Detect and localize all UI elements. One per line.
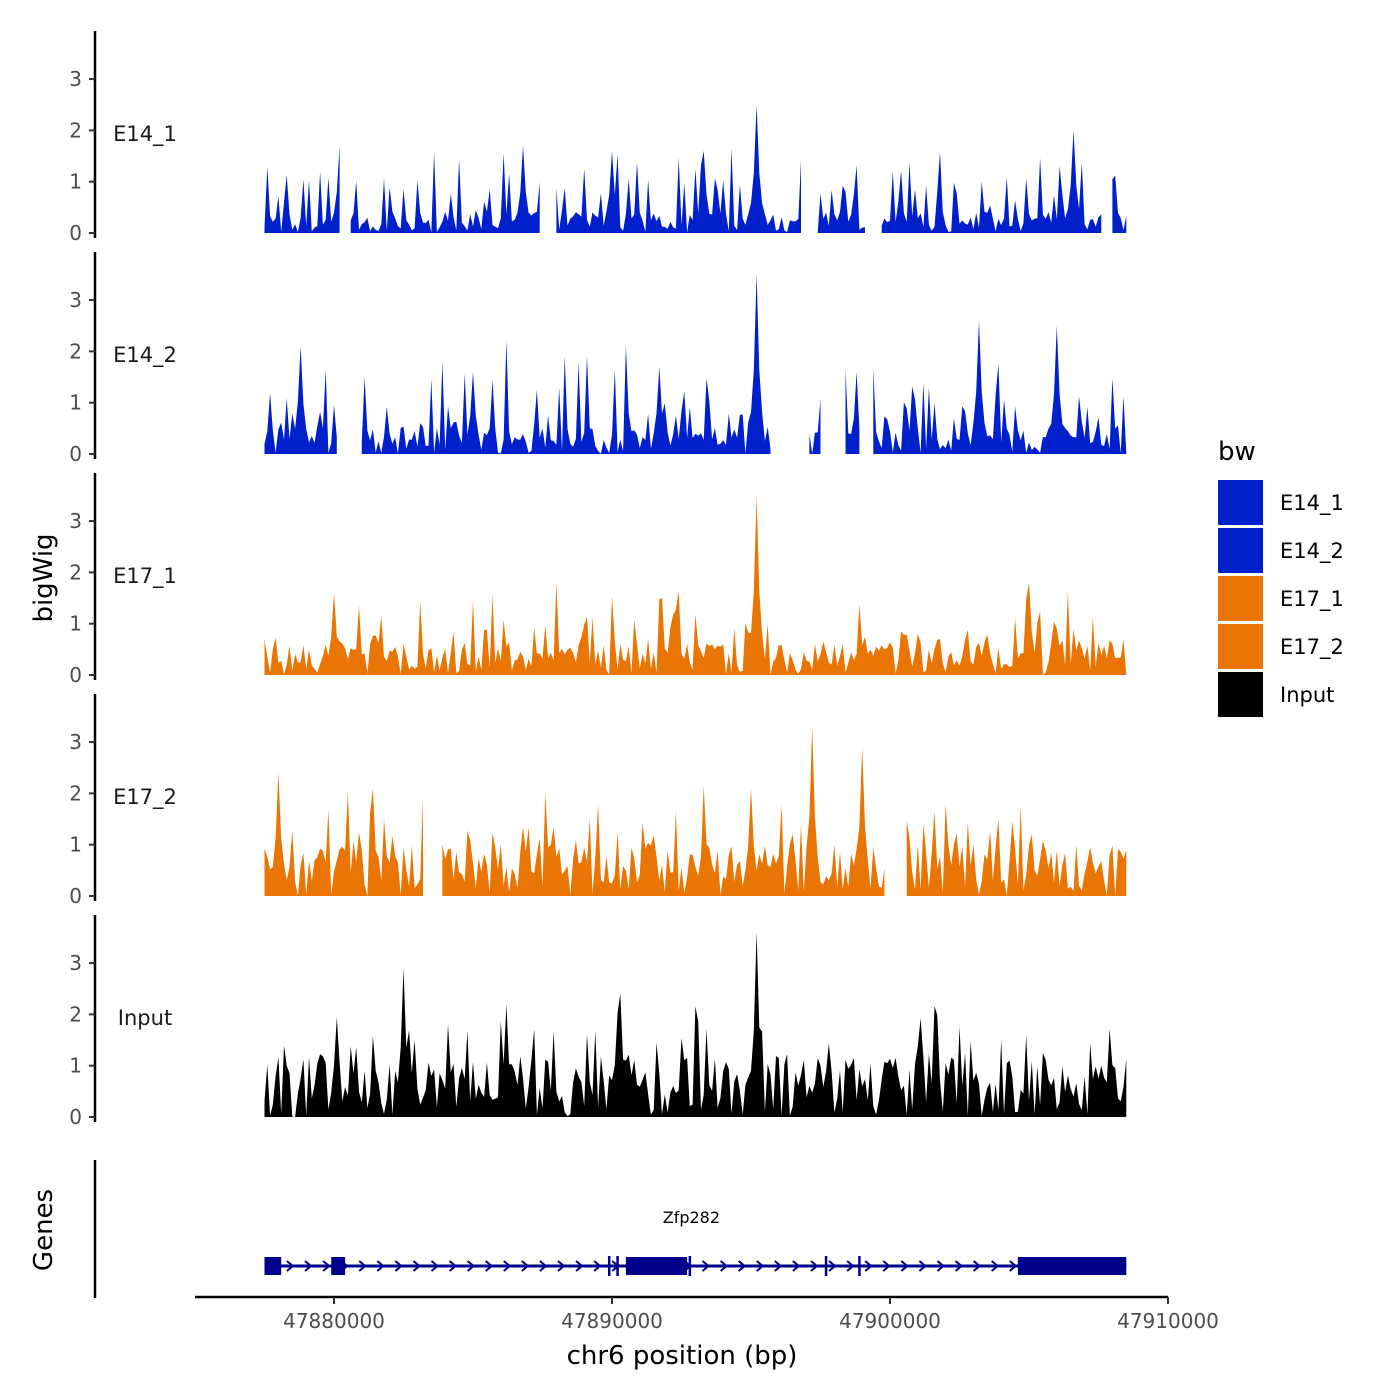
track-panel-e17_1: 0 1 2 3 E17_1 [69,473,1127,687]
gene-exon [625,1257,688,1275]
strand-arrow [918,1260,927,1272]
track-label-e17_2: E17_2 [113,785,177,810]
track-label-e14_2: E14_2 [113,343,177,368]
y-tick-label: 1 [69,391,82,415]
legend-key-input [1218,672,1263,717]
y-axis-title: bigWig [29,533,59,622]
signal-area-e14_2 [264,274,1127,454]
y-tick-label: 0 [69,884,82,908]
genes-axis-title: Genes [29,1189,59,1271]
signal-area-e14_1 [264,104,1127,233]
legend-title: bw [1218,437,1256,467]
x-axis: 47880000 47890000 47900000 47910000 [195,1295,1219,1333]
legend-label-e14_2: E14_2 [1280,539,1344,564]
strand-arrow [539,1260,548,1272]
strand-arrow [448,1260,458,1272]
signal-area-e17_1 [264,495,1127,675]
track-label-input: Input [118,1006,172,1030]
signal-area-e17_2 [264,726,1127,896]
strand-arrow [990,1260,1000,1272]
y-tick-label: 3 [69,509,82,533]
gene-exon [264,1257,282,1275]
strand-arrow [286,1260,295,1272]
gene-name-label: Zfp282 [663,1208,720,1227]
strand-arrow [394,1260,403,1272]
legend-key-e17_1 [1218,576,1263,621]
track-label-e17_1: E17_1 [113,564,177,589]
strand-arrow [575,1260,584,1272]
strand-arrow [864,1260,873,1272]
y-tick-label: 3 [69,288,82,312]
legend-label-e14_1: E14_1 [1280,491,1344,516]
y-tick-label: 1 [69,170,82,194]
x-tick-label: 47900000 [839,1309,941,1333]
y-tick-label: 0 [69,221,82,245]
y-tick-label: 2 [69,560,82,584]
strand-arrow [738,1260,747,1272]
strand-arrow [828,1260,837,1272]
strand-arrow [466,1260,476,1272]
y-tick-label: 2 [69,781,82,805]
y-tick-label: 0 [69,442,82,466]
y-tick-label: 2 [69,339,82,363]
track-panel-input: 0 1 2 3 Input [69,915,1127,1129]
strand-arrow [557,1260,566,1272]
track-panels: 0 1 2 3 E14_1 0 1 2 3 E14_2 0 1 2 3 E17_1 0 1 2 3 E17_2 0 1 2 3… [69,31,1127,1129]
legend: bw E14_1 E14_2 E17_1 E17_2 Input [1218,437,1344,717]
y-tick-label: 1 [69,833,82,857]
legend-label-e17_1: E17_1 [1280,587,1344,612]
x-tick-label: 47910000 [1117,1309,1219,1333]
track-panel-e14_1: 0 1 2 3 E14_1 [69,31,1127,245]
x-axis-title: chr6 position (bp) [567,1341,798,1371]
strand-arrow [846,1260,855,1272]
strand-arrow [430,1260,440,1272]
legend-key-e17_2 [1218,624,1263,669]
legend-label-e17_2: E17_2 [1280,635,1344,660]
legend-key-e14_1 [1218,480,1263,525]
strand-arrow [882,1260,891,1272]
y-tick-label: 1 [69,1054,82,1078]
y-tick-label: 0 [69,1105,82,1129]
strand-arrow [701,1260,711,1272]
strand-arrow [792,1260,801,1272]
strand-arrow [900,1260,909,1272]
genes-panel: Zfp282 [93,1160,1127,1298]
strand-arrow [593,1260,602,1272]
legend-label-input: Input [1280,683,1334,707]
strand-arrow [485,1260,494,1272]
track-panel-e14_2: 0 1 2 3 E14_2 [69,252,1127,466]
track-label-e14_1: E14_1 [113,122,177,147]
y-tick-label: 1 [69,612,82,636]
strand-arrow [719,1260,729,1272]
signal-area-input [264,932,1127,1117]
strand-arrow [304,1260,313,1272]
track-panel-e17_2: 0 1 2 3 E17_2 [69,694,1127,908]
strand-arrow [412,1260,421,1272]
strand-arrow [358,1260,367,1272]
strand-arrow [936,1260,945,1272]
strand-arrow [503,1260,512,1272]
gene-exon [1017,1257,1127,1275]
y-tick-label: 2 [69,118,82,142]
strand-arrow [972,1260,982,1272]
strand-arrow [521,1260,530,1272]
y-tick-label: 3 [69,67,82,91]
strand-arrow [322,1260,331,1272]
legend-key-e14_2 [1218,528,1263,573]
strand-arrow [1009,1260,1018,1272]
gene-exon [331,1257,346,1275]
strand-arrow [376,1260,385,1272]
strand-arrow [774,1260,783,1272]
y-tick-label: 0 [69,663,82,687]
strand-arrow [954,1260,964,1272]
y-tick-label: 2 [69,1002,82,1026]
strand-arrow [810,1260,819,1272]
y-tick-label: 3 [69,951,82,975]
x-tick-label: 47890000 [561,1309,663,1333]
strand-arrow [756,1260,765,1272]
x-tick-label: 47880000 [283,1309,385,1333]
y-tick-label: 3 [69,730,82,754]
